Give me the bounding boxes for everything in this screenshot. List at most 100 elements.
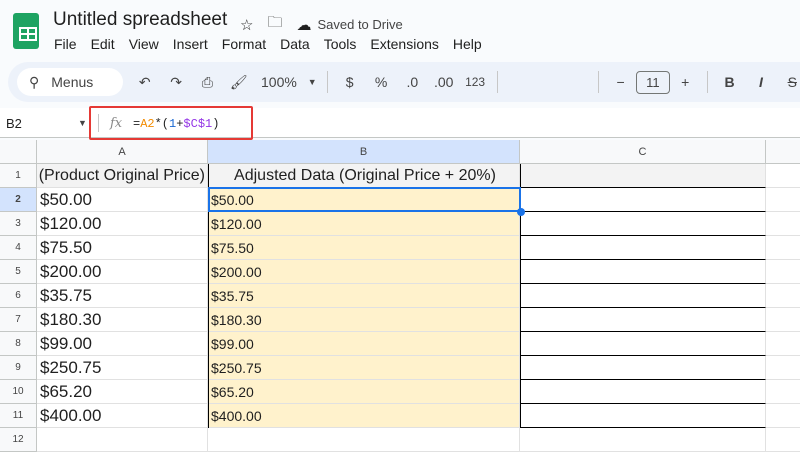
cell-a1[interactable]: Base Data (Product Original Price) [37,164,208,188]
menu-insert[interactable]: Insert [172,36,208,52]
star-icon[interactable]: ☆ [240,16,254,34]
cell-d1[interactable] [766,164,800,188]
cell-d2[interactable] [766,188,800,212]
row-header[interactable]: 1 [0,164,37,188]
cell-b4[interactable]: $75.50 [208,236,520,260]
cell-d7[interactable] [766,308,800,332]
cell-a5[interactable]: $200.00 [37,260,208,284]
cell-b12[interactable] [208,428,520,452]
decrease-font-size-button[interactable]: − [616,74,625,90]
row-header[interactable]: 9 [0,356,37,380]
cell-a4[interactable]: $75.50 [37,236,208,260]
row-header[interactable]: 7 [0,308,37,332]
cell-a12[interactable] [37,428,208,452]
cell-b6[interactable]: $35.75 [208,284,520,308]
cell-b7[interactable]: $180.30 [208,308,520,332]
cell-b5[interactable]: $200.00 [208,260,520,284]
cell-c12[interactable] [520,428,766,452]
cell-a2[interactable]: $50.00 [37,188,208,212]
cell-c3[interactable] [520,212,766,236]
row-header[interactable]: 2 [0,188,37,212]
cell-a7[interactable]: $180.30 [37,308,208,332]
column-header-c[interactable]: C [520,140,766,164]
cell-c8[interactable] [520,332,766,356]
cell-c7[interactable] [520,308,766,332]
cell-d8[interactable] [766,332,800,356]
more-formats-button[interactable]: 123 [465,75,486,89]
cell-d4[interactable] [766,236,800,260]
menu-file[interactable]: File [54,36,77,52]
cell-b9[interactable]: $250.75 [208,356,520,380]
chevron-down-icon[interactable]: ▼ [78,118,87,128]
row-header[interactable]: 3 [0,212,37,236]
cell-c4[interactable] [520,236,766,260]
search-menus[interactable]: ⚲ Menus [17,68,124,96]
document-title[interactable]: Untitled spreadsheet [53,9,228,30]
italic-button[interactable]: I [758,74,763,90]
column-header-a[interactable]: A [37,140,208,164]
row-header[interactable]: 8 [0,332,37,356]
currency-button[interactable]: $ [345,74,354,90]
font-select[interactable] [504,68,592,96]
cell-b11[interactable]: $400.00 [208,404,520,428]
menu-extensions[interactable]: Extensions [370,36,439,52]
cell-d9[interactable] [766,356,800,380]
cell-c1[interactable] [520,164,766,188]
percent-button[interactable]: % [374,74,388,90]
redo-icon[interactable]: ↷ [170,73,182,90]
cell-b10[interactable]: $65.20 [208,380,520,404]
select-all-corner[interactable] [0,140,37,164]
cell-c5[interactable] [520,260,766,284]
move-folder-icon[interactable]: 🗀 [267,14,283,31]
cell-a10[interactable]: $65.20 [37,380,208,404]
menu-tools[interactable]: Tools [323,36,357,52]
bold-button[interactable]: B [724,74,735,90]
cloud-done-icon[interactable]: ☁ [296,16,312,34]
cell-d6[interactable] [766,284,800,308]
decrease-decimal-button[interactable]: .0 [406,74,419,90]
cell-d12[interactable] [766,428,800,452]
cell-d5[interactable] [766,260,800,284]
zoom-select[interactable]: 100% [261,74,297,90]
menu-edit[interactable]: Edit [90,36,115,52]
name-box[interactable]: B2 [6,116,22,131]
menu-data[interactable]: Data [280,36,310,52]
sheets-logo[interactable] [13,13,39,49]
cell-b1[interactable]: Adjusted Data (Original Price + 20%) [208,164,520,188]
fill-handle[interactable] [517,208,525,216]
cell-d10[interactable] [766,380,800,404]
cell-c10[interactable] [520,380,766,404]
font-size-input[interactable]: 11 [636,70,670,94]
menu-help[interactable]: Help [452,36,482,52]
row-header[interactable]: 5 [0,260,37,284]
menu-format[interactable]: Format [221,36,267,52]
cell-a9[interactable]: $250.75 [37,356,208,380]
row-header[interactable]: 12 [0,428,37,452]
undo-icon[interactable]: ↶ [138,73,151,90]
row-header[interactable]: 10 [0,380,37,404]
cell-c9[interactable] [520,356,766,380]
column-header-d[interactable] [766,140,800,164]
column-header-b[interactable]: B [208,140,520,164]
cell-b8[interactable]: $99.00 [208,332,520,356]
increase-decimal-button[interactable]: .00 [434,74,454,90]
strikethrough-button[interactable]: S [787,74,797,90]
cell-a11[interactable]: $400.00 [37,404,208,428]
menu-view[interactable]: View [128,36,159,52]
row-header[interactable]: 4 [0,236,37,260]
cell-a6[interactable]: $35.75 [37,284,208,308]
chevron-down-icon[interactable]: ▼ [307,77,317,87]
paint-format-icon[interactable]: 🖌 [229,73,248,90]
row-header[interactable]: 6 [0,284,37,308]
cell-d3[interactable] [766,212,800,236]
cell-c11[interactable] [520,404,766,428]
spreadsheet-grid[interactable]: ABC 1Base Data (Product Original Price)Ad… [0,140,800,456]
cell-d11[interactable] [766,404,800,428]
row-header[interactable]: 11 [0,404,37,428]
formula-input[interactable]: =A2*(1+$C$1) [133,117,219,131]
cell-a3[interactable]: $120.00 [37,212,208,236]
cell-a8[interactable]: $99.00 [37,332,208,356]
cell-b3[interactable]: $120.00 [208,212,520,236]
cell-c6[interactable] [520,284,766,308]
increase-font-size-button[interactable]: + [681,74,690,90]
